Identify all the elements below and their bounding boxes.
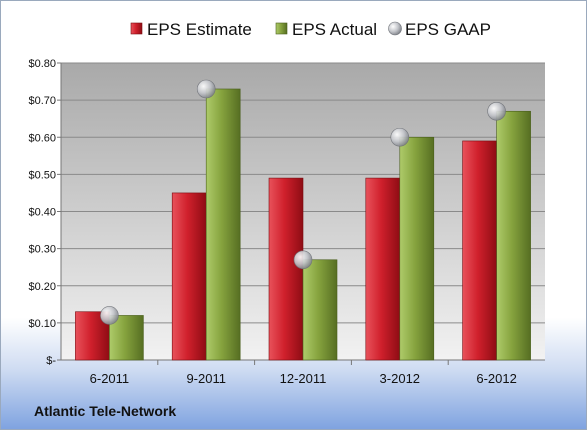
bar-eps-actual [496,110,531,361]
gaap-markers [100,79,506,325]
y-tick-label: $0.50 [28,169,56,181]
marker-eps-gaap [100,306,119,325]
legend-label-eps-estimate: EPS Estimate [147,20,252,39]
company-name: Atlantic Tele-Network [34,403,177,419]
eps-chart: $- $0.10 $0.20 $0.30 $0.40 $0.50 $0.60 $0.70 $0.… [28,20,545,386]
y-tick-label: $- [46,355,56,367]
marker-eps-gaap [196,79,216,99]
bar-eps-actual [399,136,435,361]
category-label: 6-2011 [90,371,130,386]
bar-eps-estimate [365,177,401,361]
legend: EPS Estimate EPS Actual EPS GAAP [130,20,491,39]
legend-swatch-eps-estimate [130,22,143,35]
marker-eps-gaap [487,101,506,121]
legend-label-eps-actual: EPS Actual [292,20,377,39]
marker-eps-gaap [390,127,410,147]
legend-label-eps-gaap: EPS GAAP [405,20,491,39]
category-label: 12-2011 [280,371,327,386]
bar-eps-actual [109,315,144,361]
legend-swatch-eps-actual [275,22,288,35]
y-tick-label: $0.20 [28,281,56,293]
bar-eps-actual [302,259,338,361]
legend-swatch-eps-gaap [388,21,402,36]
y-tick-label: $0.30 [28,244,56,256]
y-axis: $- $0.10 $0.20 $0.30 $0.40 $0.50 $0.60 $0.70 $0.… [28,58,545,367]
y-tick-label: $0.10 [28,318,56,330]
bar-eps-estimate [462,140,497,361]
bar-eps-estimate [171,192,207,361]
x-axis: 6-2011 9-2011 12-2011 3-2012 6-2012 [90,360,517,386]
y-tick-label: $0.70 [28,95,56,107]
category-label: 9-2011 [186,371,226,386]
marker-eps-gaap [293,250,313,270]
y-tick-label: $0.80 [28,58,56,70]
category-label: 3-2012 [380,371,420,386]
y-tick-label: $0.60 [28,132,56,144]
bar-eps-estimate [268,177,304,361]
bar-eps-actual [205,88,241,361]
y-tick-label: $0.40 [28,207,56,219]
category-label: 6-2012 [476,371,516,386]
